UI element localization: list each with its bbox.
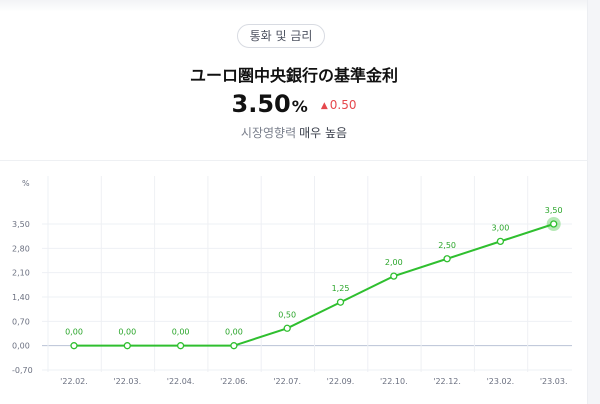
triangle-up-icon: ▲ (320, 101, 328, 111)
data-point (496, 237, 505, 246)
x-tick-label: '22.03. (113, 377, 141, 386)
data-point (550, 220, 558, 228)
data-label: 2,00 (385, 258, 403, 267)
data-labels: 0,00 0,00 0,00 0,00 0,50 1,25 2,00 2,50 3,00 3,50 (65, 206, 563, 337)
data-point (336, 298, 345, 306)
divider (0, 160, 588, 161)
top-shade (0, 0, 600, 12)
y-tick-label: 0,70 (12, 317, 30, 326)
rate-unit: % (291, 97, 308, 116)
data-points (70, 217, 561, 350)
y-tick-label: 0,00 (12, 342, 30, 351)
x-tick-label: '22.12. (433, 377, 461, 386)
rate-row: 3.50% ▲ 0.50 (0, 90, 588, 118)
data-label: 0,00 (118, 328, 136, 337)
y-axis-ticks: 3,50 2,80 2,10 1,40 0,70 0,00 -0,70 (12, 220, 33, 375)
x-tick-label: '23.03. (540, 377, 568, 386)
data-label: 2,50 (438, 241, 456, 250)
data-label: 0,00 (225, 328, 243, 337)
data-point (390, 272, 398, 280)
data-label: 0,50 (278, 310, 296, 319)
y-tick-label: 2,10 (12, 269, 30, 278)
y-tick-label: 2,80 (12, 244, 30, 253)
x-axis-ticks: '22.02. '22.03. '22.04. '22.06. '22.07. '22.0… (60, 377, 567, 386)
data-point (283, 324, 291, 332)
chart-grid (42, 176, 572, 372)
rate-line-chart: % 3,502,802,101,400,700,00-0,70 '22.02. '… (12, 176, 572, 386)
data-point (70, 342, 78, 350)
data-label: 0,00 (172, 328, 190, 337)
x-tick-label: '23.02. (487, 377, 515, 386)
y-tick-label: 1,40 (12, 293, 30, 302)
scroll-gutter (587, 0, 600, 404)
impact-label: 시장영향력 (240, 126, 297, 140)
x-tick-label: '22.07. (273, 377, 301, 386)
indicator-header: 통화 및 금리 ユーロ圏中央銀行の基準金利 3.50% ▲ 0.50 시장영향력 매… (0, 0, 588, 160)
change-badge: ▲ 0.50 (321, 98, 357, 112)
y-unit-label: % (22, 179, 30, 188)
x-tick-label: '22.10. (380, 377, 408, 386)
data-point (230, 342, 238, 350)
indicator-title: ユーロ圏中央銀行の基準金利 (189, 66, 398, 85)
data-label: 1,25 (332, 284, 350, 293)
x-tick-label: '22.09. (327, 377, 355, 386)
y-tick-label: -0,70 (12, 366, 33, 375)
category-chip[interactable]: 통화 및 금리 (237, 24, 325, 48)
impact-row: 시장영향력 매우 높음 (0, 124, 588, 141)
data-label: 3,00 (491, 223, 509, 232)
data-label: 0,00 (65, 328, 83, 337)
y-tick-label: 3,50 (12, 220, 30, 229)
change-value: 0.50 (329, 98, 357, 112)
data-point (443, 255, 451, 263)
series-line (74, 223, 555, 347)
x-tick-label: '22.02. (60, 377, 88, 386)
rate-value: 3.50 (231, 90, 291, 118)
data-label: 3,50 (545, 206, 563, 215)
x-tick-label: '22.04. (167, 377, 195, 386)
data-point (123, 342, 131, 350)
impact-level: 매우 높음 (299, 126, 348, 140)
data-point (176, 342, 185, 350)
x-tick-label: '22.06. (220, 377, 248, 386)
